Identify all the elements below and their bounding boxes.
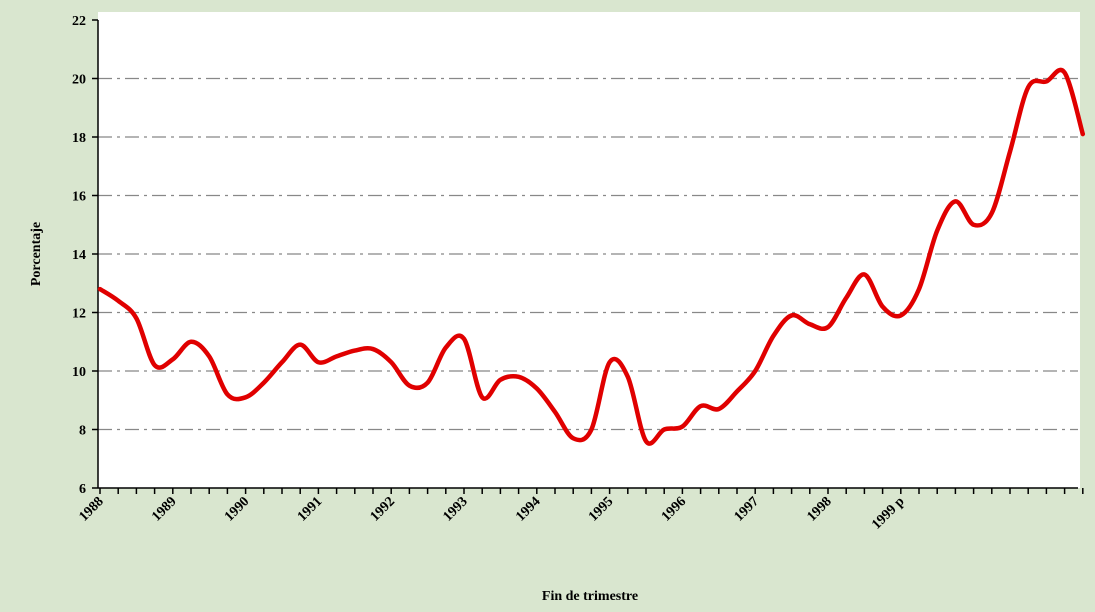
y-tick-label: 16 bbox=[72, 190, 86, 205]
x-tick-label: 1992 bbox=[368, 494, 398, 524]
x-tick-label: 1988 bbox=[76, 494, 106, 524]
x-tick-label: 1999 p bbox=[869, 494, 908, 533]
x-tick-label: 1991 bbox=[295, 494, 325, 524]
x-tick-label: 1993 bbox=[440, 494, 470, 524]
x-tick-label: 1996 bbox=[659, 494, 689, 524]
x-tick-label: 1997 bbox=[732, 494, 762, 524]
y-tick-label: 22 bbox=[72, 14, 86, 29]
x-tick-label: 1994 bbox=[513, 494, 543, 524]
data-line bbox=[97, 67, 1086, 446]
x-tick-label: 1998 bbox=[804, 494, 834, 524]
y-tick-label: 10 bbox=[72, 365, 86, 380]
plot-area bbox=[98, 12, 1080, 488]
y-tick-label: 18 bbox=[72, 131, 86, 146]
x-tick-label: 1989 bbox=[149, 494, 179, 524]
y-tick-label: 8 bbox=[79, 424, 86, 439]
y-tick-label: 12 bbox=[72, 307, 86, 322]
x-tick-label: 1990 bbox=[222, 494, 252, 524]
y-tick-label: 14 bbox=[72, 248, 86, 263]
y-axis-title: Porcentaje bbox=[29, 222, 44, 286]
y-tick-label: 6 bbox=[79, 482, 86, 497]
x-axis-title: Fin de trimestre bbox=[542, 589, 638, 604]
y-tick-label: 20 bbox=[72, 73, 86, 88]
x-tick-label: 1995 bbox=[586, 494, 616, 524]
